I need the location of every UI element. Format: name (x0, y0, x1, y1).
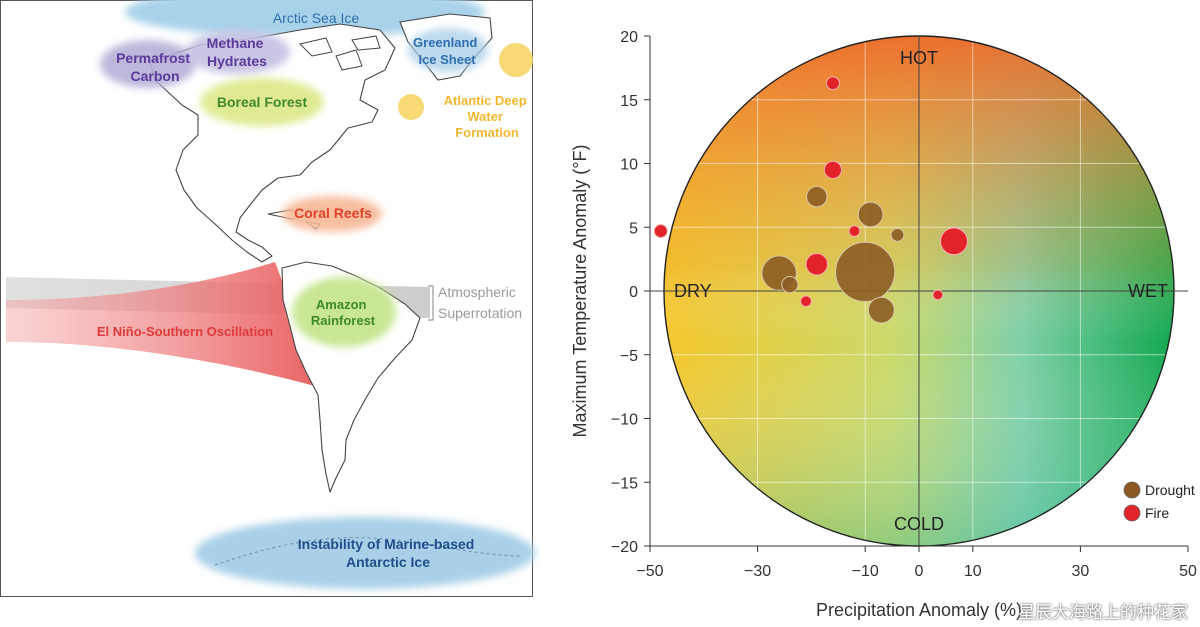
label-superrotation: Atmospheric Superrotation (438, 284, 522, 321)
label-antarctic: Instability of Marine-based Antarctic Ic… (298, 536, 478, 570)
x-tick-label: 30 (1072, 563, 1090, 580)
x-tick-label: −30 (744, 563, 771, 580)
label-permafrost: Permafrost Carbon (116, 50, 194, 84)
methane-region (186, 30, 290, 74)
data-points (653, 76, 968, 324)
boreal-forest-region (200, 78, 324, 126)
y-tick-label: −20 (611, 539, 638, 556)
watermark: 星辰大海路上的种花家 (1018, 603, 1188, 623)
quadrant-label-cold: COLD (894, 514, 944, 534)
fire-bubble (848, 225, 861, 237)
legend-marker-drought (1123, 481, 1141, 499)
y-tick-label: 20 (620, 29, 638, 46)
x-axis-label: Precipitation Anomaly (%) (816, 600, 1022, 620)
label-greenland: Greenland Ice Sheet (413, 35, 481, 67)
y-tick-label: −15 (611, 475, 638, 492)
arctic-islands (299, 35, 381, 71)
y-tick-label: 5 (629, 220, 638, 237)
label-coral-reefs: Coral Reefs (294, 205, 372, 221)
antarctica-coast (214, 537, 521, 566)
y-tick-label: 10 (620, 157, 638, 174)
legend-label-fire: Fire (1145, 505, 1169, 521)
label-enso: El Niño-Southern Oscillation (97, 324, 273, 339)
label-arctic-sea-ice: Arctic Sea Ice (273, 10, 360, 26)
fire-bubble (800, 295, 812, 308)
drought-bubble (890, 227, 905, 242)
x-tick-label: −10 (852, 563, 879, 580)
fire-bubble (940, 227, 968, 256)
fire-bubble (825, 76, 840, 91)
label-methane: Methane Hydrates (207, 35, 268, 69)
antarctic-ice-region (195, 517, 535, 589)
fire-bubble (805, 252, 829, 276)
arctic-sea-ice-region (125, 0, 485, 37)
coral-reef-region (282, 196, 382, 232)
legend-marker-fire (1123, 504, 1141, 522)
greenland-ice-region (408, 28, 488, 72)
drought-bubble (835, 241, 896, 302)
axes (649, 36, 1188, 547)
quadrant-label-dry: DRY (674, 281, 712, 301)
label-amazon: Amazon Rainforest (311, 297, 376, 328)
y-tick-label: 15 (620, 93, 638, 110)
legend-label-drought: Drought (1145, 482, 1195, 498)
drought-bubble (781, 276, 799, 294)
amazon-region (292, 277, 396, 347)
x-tick-label: 0 (915, 563, 924, 580)
drought-bubble (857, 201, 884, 228)
x-tick-label: 50 (1179, 563, 1197, 580)
superrotation-bracket (428, 285, 434, 321)
label-atlantic: Atlantic Deep Water Formation (444, 93, 531, 140)
fire-bubble (823, 160, 843, 179)
atlantic-circle-1 (499, 43, 533, 77)
permafrost-region (100, 40, 196, 88)
y-tick-label: −5 (620, 348, 638, 365)
x-tick-label: 10 (964, 563, 982, 580)
legend: Drought Fire (1123, 481, 1195, 522)
quadrant-label-hot: HOT (900, 48, 938, 68)
fire-bubble (653, 224, 668, 239)
y-tick-label: 0 (629, 284, 638, 301)
quadrant-label-wet: WET (1128, 281, 1168, 301)
north-america-landmass (149, 23, 396, 263)
y-tick-label: −10 (611, 412, 638, 429)
enso-region (6, 262, 322, 388)
drought-bubble (806, 185, 828, 208)
y-axis-label: Maximum Temperature Anomaly (°F) (570, 145, 590, 438)
drought-bubble (867, 296, 895, 324)
label-boreal-forest: Boreal Forest (217, 94, 308, 110)
atlantic-circle-2 (398, 94, 424, 120)
tipping-points-map: Arctic Sea Ice Greenland Ice Sheet Perma… (0, 0, 535, 597)
x-tick-label: −50 (636, 563, 663, 580)
fire-bubble (932, 289, 944, 301)
